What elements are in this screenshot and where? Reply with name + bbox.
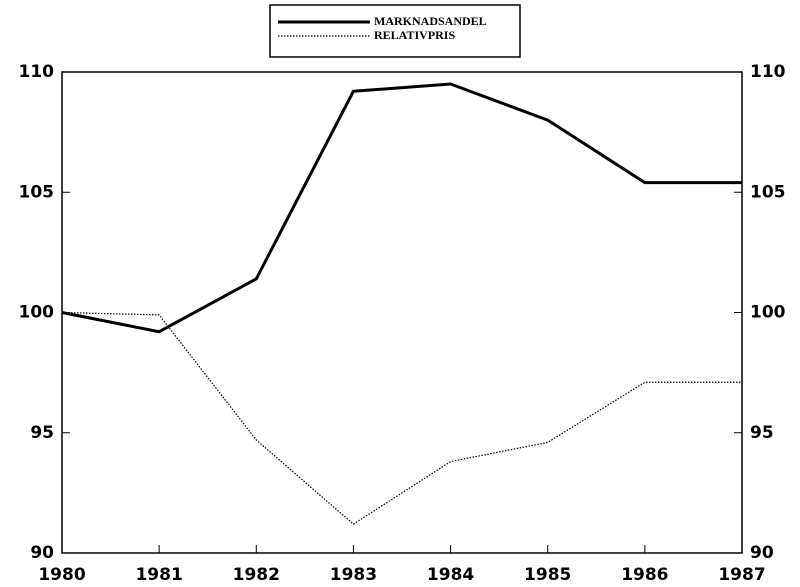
y-tick-label: 90 [30, 543, 54, 563]
plot-frame [61, 71, 743, 554]
x-tick-label: 1982 [233, 565, 280, 585]
legend-label: RELATIVPRIS [374, 28, 455, 42]
y2-tick-label: 95 [750, 423, 774, 443]
y-tick-label: 100 [19, 303, 55, 323]
x-tick-label: 1986 [621, 565, 668, 585]
series-line [61, 311, 742, 525]
x-tick-label: 1984 [427, 565, 474, 585]
y2-tick-label: 90 [750, 543, 774, 563]
y2-tick-label: 105 [750, 182, 786, 202]
x-tick-label: 1983 [330, 565, 377, 585]
y2-tick-label: 100 [750, 303, 786, 323]
x-tick-label: 1981 [135, 565, 182, 585]
y-tick-label: 105 [19, 182, 55, 202]
x-tick-label: 1985 [524, 565, 571, 585]
x-tick-label: 1980 [38, 565, 85, 585]
y2-tick-label: 110 [750, 62, 786, 82]
y-tick-label: 95 [30, 423, 54, 443]
legend-label: MARKNADSANDEL [374, 14, 487, 28]
x-tick-label: 1987 [718, 565, 765, 585]
legend-box [269, 4, 521, 58]
y-tick-label: 110 [19, 62, 55, 82]
series-line [61, 82, 742, 334]
